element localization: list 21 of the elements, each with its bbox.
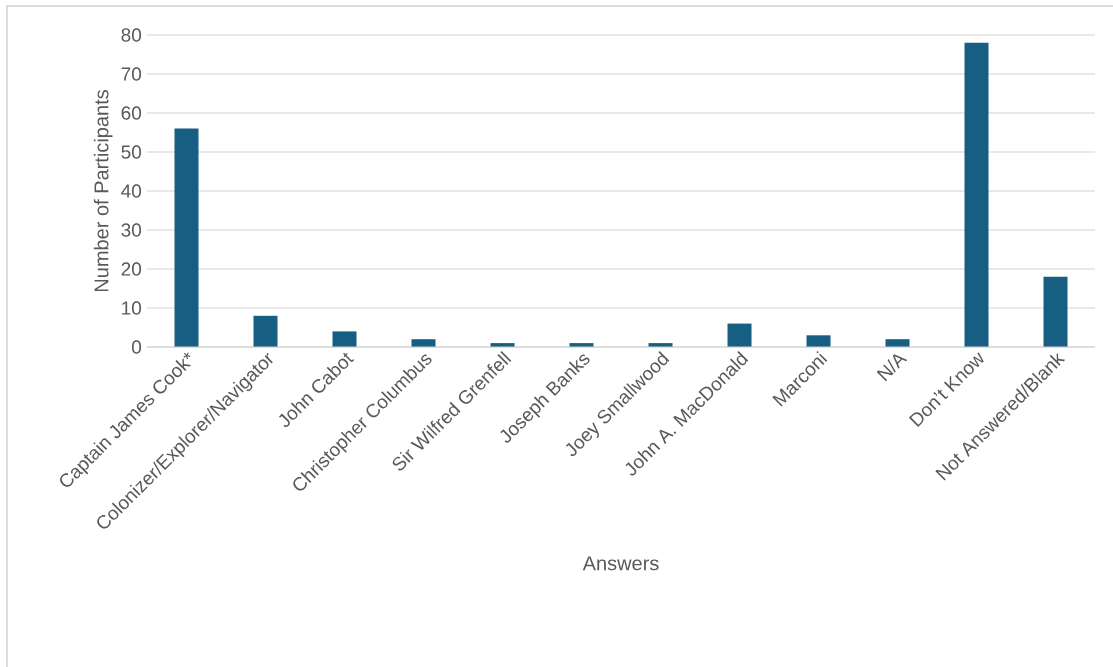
x-axis-title: Answers bbox=[582, 556, 659, 571]
y-tick-label: 20 bbox=[121, 262, 142, 276]
y-tick-label: 0 bbox=[131, 340, 142, 354]
y-tick-label: 30 bbox=[121, 223, 142, 237]
bar bbox=[174, 128, 199, 347]
bar bbox=[964, 42, 989, 347]
y-axis-title: Number of Participants bbox=[93, 90, 113, 292]
bar bbox=[411, 339, 436, 347]
bar bbox=[332, 331, 357, 347]
bar bbox=[806, 335, 831, 347]
bar bbox=[1043, 276, 1068, 347]
y-tick-label: 10 bbox=[122, 301, 142, 315]
bar bbox=[885, 339, 910, 347]
y-tick-label: 40 bbox=[121, 184, 142, 198]
y-tick-label: 80 bbox=[121, 28, 142, 42]
y-tick-label: 70 bbox=[121, 67, 142, 81]
y-tick-label: 50 bbox=[121, 145, 142, 159]
x-tick-label: N/A bbox=[876, 354, 908, 382]
bar bbox=[727, 323, 752, 347]
y-tick-label: 60 bbox=[121, 106, 142, 120]
bar bbox=[253, 315, 278, 347]
